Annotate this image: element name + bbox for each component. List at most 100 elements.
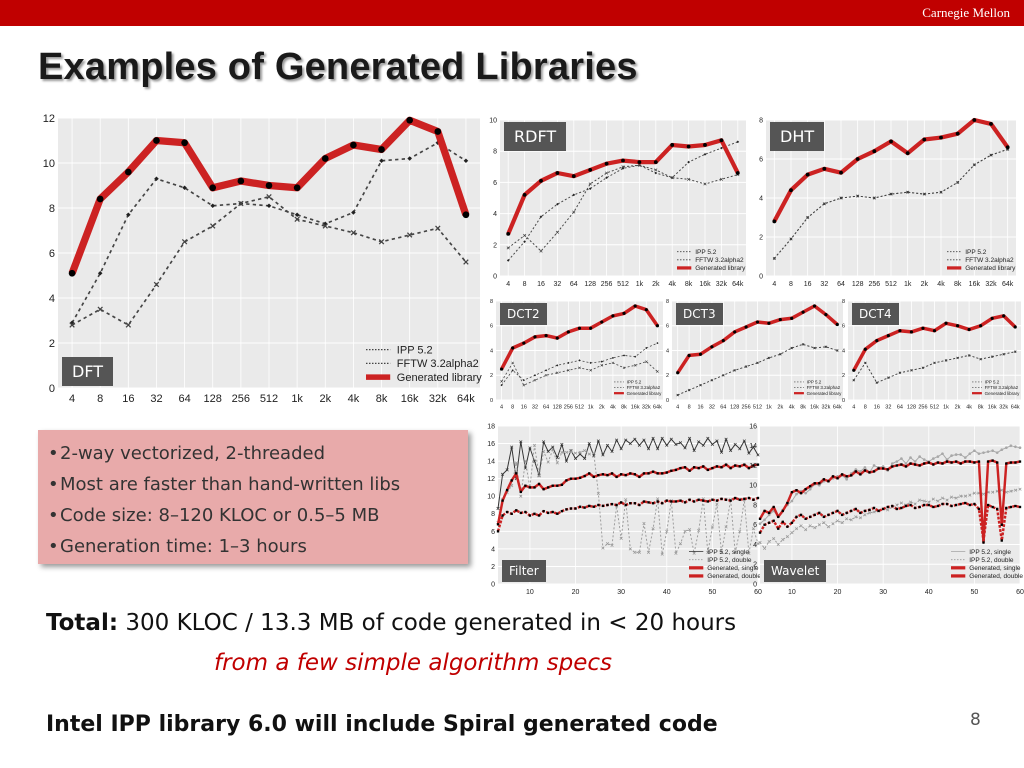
data-point [544,334,548,338]
data-point [824,313,828,317]
data-point [795,489,798,492]
x-tick-label: 128 [852,281,864,288]
y-tick-label: 0 [753,581,757,588]
data-point [721,339,725,343]
data-point [656,370,659,373]
y-tick-label: 0 [49,383,55,395]
data-point [756,496,760,500]
data-point [1009,505,1013,509]
data-point [738,447,742,451]
x-tick-label: 8k [685,281,693,288]
data-point [688,469,691,472]
data-point [523,459,527,463]
data-point [638,475,641,479]
chart-label: DCT4 [852,303,899,325]
data-point [633,550,637,554]
data-point [676,371,680,375]
data-point [519,440,523,444]
y-tick-label: 18 [487,423,495,430]
data-point [237,177,245,185]
data-point [1013,325,1017,329]
data-point [799,524,803,528]
data-point [697,528,701,533]
x-tick-label: 8 [864,405,867,411]
data-point [528,446,532,450]
data-point [506,259,510,262]
data-point [940,496,945,500]
chart-label: RDFT [504,122,567,151]
data-point [964,460,967,463]
x-tick-label: 16 [874,405,880,411]
data-point [936,504,940,508]
data-point [785,535,789,539]
data-point [644,360,648,363]
data-point [181,239,188,245]
legend-label: Generated library [627,391,663,396]
data-point [778,352,782,356]
data-point [656,500,659,503]
chart-label: DCT2 [500,303,547,325]
data-point [872,464,876,467]
data-point [463,259,469,265]
data-point [406,116,413,124]
data-point [909,456,912,459]
data-point [913,502,917,506]
data-point [877,467,880,470]
data-point [981,492,986,496]
data-point [588,504,591,508]
data-point [715,502,719,506]
data-point [724,498,728,501]
data-point [500,380,503,383]
y-tick-label: 6 [493,180,497,187]
data-point [646,447,651,451]
x-tick-label: 64k [653,405,662,411]
data-point [818,511,821,515]
y-tick-label: 6 [842,324,845,330]
x-tick-label: 64k [1011,405,1020,411]
data-point [1005,462,1008,465]
data-point [886,508,890,512]
x-tick-label: 60 [754,589,762,596]
data-point [692,551,696,555]
legend-label: IPP 5.2 [627,380,642,385]
data-point [619,536,623,540]
data-point [827,480,830,483]
data-point [881,507,885,511]
data-point [909,330,914,334]
data-point [944,359,948,362]
data-point [795,515,798,519]
data-point [564,450,569,454]
y-tick-label: 12 [749,463,757,470]
data-point [900,463,903,466]
data-point [238,200,244,207]
highlights-callout: •2-way vectorized, 2-threaded •Most are … [38,430,468,564]
series-line [497,437,759,509]
data-point [763,523,766,526]
y-tick-label: 8 [753,502,757,509]
data-point [790,490,794,494]
data-point [687,527,692,532]
data-point [982,541,985,544]
data-point [566,330,570,334]
data-point [767,321,771,325]
data-point [835,322,839,327]
data-point [670,143,675,147]
data-point [710,442,714,447]
data-point [836,509,839,513]
data-point [629,472,632,475]
data-point [758,522,762,526]
data-point [542,488,545,491]
x-tick-label: 8 [97,393,103,405]
data-point [736,140,740,144]
data-point [936,461,940,464]
data-point [583,506,586,509]
data-point [835,349,839,352]
data-point [905,151,910,156]
data-point [646,550,651,554]
data-point [601,453,605,457]
series-line [507,141,738,261]
y-tick-label: 4 [666,348,669,354]
data-point [661,502,664,505]
data-point [850,509,853,513]
data-point [941,462,944,465]
